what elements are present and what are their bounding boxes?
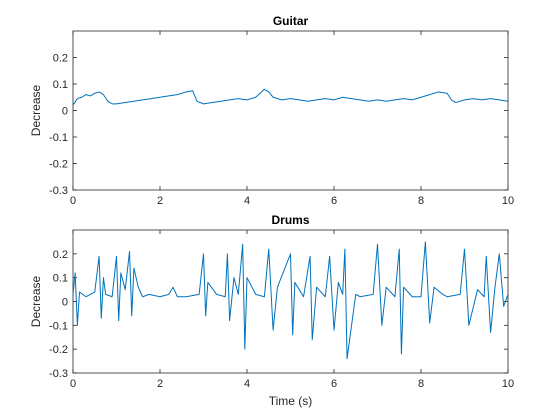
x-tick-label: 8 [418, 195, 424, 207]
x-tick-label: 4 [244, 378, 250, 390]
x-tick-label: 10 [502, 195, 514, 207]
x-tick-label: 6 [331, 378, 337, 390]
x-tick-label: 2 [157, 195, 163, 207]
x-tick-label: 6 [331, 195, 337, 207]
y-tick-label: 0 [62, 297, 68, 309]
x-tick-label: 2 [157, 378, 163, 390]
x-tick-label: 10 [502, 378, 514, 390]
x-axis-label: Time (s) [269, 394, 313, 408]
y-tick-label: 0.2 [53, 249, 68, 261]
y-tick-label: -0.3 [49, 368, 68, 380]
chart-drums: 0 2 4 6 8 10 -0.3 -0.2 -0.1 0 0.1 0.2 Drums Decrease T… [29, 213, 514, 408]
y-tick-label: -0.1 [49, 132, 68, 144]
chart-title: Guitar [273, 14, 309, 28]
y-axis-label: Decrease [29, 275, 43, 327]
y-tick-label: -0.2 [49, 159, 68, 171]
y-tick-label: 0.2 [53, 53, 68, 65]
y-tick-label: -0.3 [49, 185, 68, 197]
y-axis-label: Decrease [29, 84, 43, 136]
chart-title: Drums [271, 213, 309, 227]
y-tick-label: -0.1 [49, 320, 68, 332]
y-tick-label: 0 [62, 106, 68, 118]
y-tick-label: -0.2 [49, 344, 68, 356]
x-tick-label: 4 [244, 195, 250, 207]
x-tick-label: 8 [418, 378, 424, 390]
plot-area [72, 30, 509, 191]
x-tick-label: 0 [70, 195, 76, 207]
x-tick-label: 0 [70, 378, 76, 390]
series-line [72, 88, 509, 106]
y-tick-label: 0.1 [53, 273, 68, 285]
y-tick-label: 0.1 [53, 79, 68, 91]
series-line [72, 241, 509, 360]
plot-area [72, 229, 509, 374]
chart-guitar: 0 2 4 6 8 10 -0.3 -0.2 -0.1 0 0.1 0.2 Guitar Decrease [29, 14, 514, 207]
